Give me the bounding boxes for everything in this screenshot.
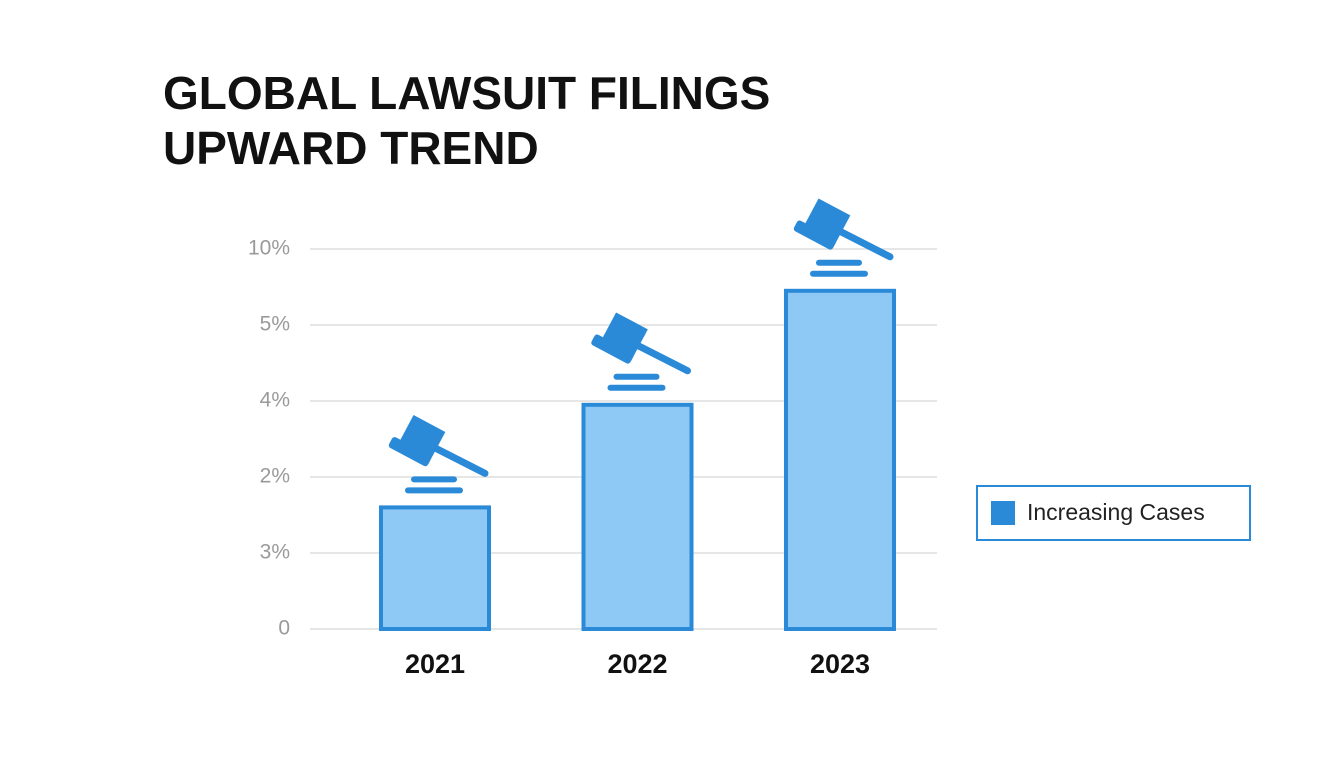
bar <box>581 402 694 631</box>
y-tick-label: 3% <box>260 541 290 564</box>
gavel-icon <box>793 198 894 277</box>
gavel-base <box>405 487 463 494</box>
gavel-handle <box>629 339 691 375</box>
y-tick-label: 10% <box>248 237 290 260</box>
x-tick-label: 2021 <box>405 649 465 679</box>
gavel-base <box>810 270 868 277</box>
gavel-cap <box>388 437 432 467</box>
gavel-base <box>607 384 666 391</box>
x-tick-label: 2022 <box>607 649 667 679</box>
gavel-base <box>816 259 862 266</box>
gavel-cap <box>793 220 837 250</box>
legend-label: Increasing Cases <box>1027 499 1205 525</box>
y-tick-label: 0 <box>278 617 290 640</box>
gavel-icon <box>388 415 489 494</box>
y-tick-label: 4% <box>260 389 290 412</box>
gavel-icon <box>591 312 691 391</box>
gavel-handle <box>426 441 489 477</box>
gavel-cap <box>591 334 634 364</box>
gavel-base <box>411 476 457 483</box>
gavel-handle <box>831 225 894 261</box>
chart-title: UPWARD TREND <box>163 122 539 174</box>
gavel-base <box>613 373 660 380</box>
x-tick-label: 2023 <box>810 649 870 679</box>
y-tick-label: 2% <box>260 465 290 488</box>
legend-swatch <box>991 501 1015 525</box>
bar <box>784 288 896 631</box>
chart-title: GLOBAL LAWSUIT FILINGS <box>163 67 770 119</box>
bar <box>379 505 491 631</box>
legend-box <box>976 485 1251 541</box>
y-tick-label: 5% <box>260 313 290 336</box>
